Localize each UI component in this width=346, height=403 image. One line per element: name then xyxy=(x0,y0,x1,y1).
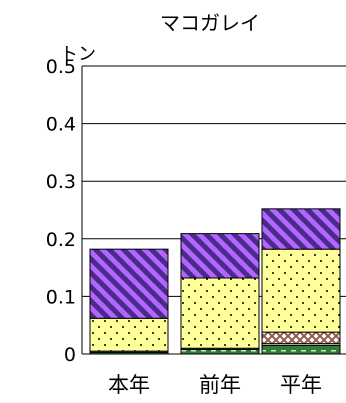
bar-segment xyxy=(180,277,260,349)
bar-segment xyxy=(261,248,341,333)
bar-segment xyxy=(261,344,341,355)
x-tick-label: 平年 xyxy=(280,373,322,397)
bars xyxy=(89,208,341,355)
bar-segment xyxy=(89,248,169,319)
x-tick-label: 本年 xyxy=(108,373,150,397)
y-tick-label: 0.5 xyxy=(46,56,76,78)
x-tick-label: 前年 xyxy=(199,373,241,397)
y-axis-ticks: 0 0.1 0.2 0.3 0.4 0.5 xyxy=(46,56,76,366)
y-tick-label: 0.4 xyxy=(46,114,76,136)
y-tick-label: 0.1 xyxy=(46,286,76,308)
bar-segment xyxy=(180,233,260,279)
bar-segment xyxy=(180,348,260,355)
y-axis-unit-label: トン xyxy=(60,44,96,65)
chart-title: マコガレイ xyxy=(160,11,260,35)
y-tick-label: 0.2 xyxy=(46,229,76,251)
bar-segment xyxy=(261,331,341,345)
bar-segment xyxy=(89,317,169,352)
y-tick-label: 0 xyxy=(64,344,76,366)
bar-segment xyxy=(261,208,341,250)
x-axis-ticks: 本年 前年 平年 xyxy=(108,373,322,397)
y-tick-label: 0.3 xyxy=(46,171,76,193)
